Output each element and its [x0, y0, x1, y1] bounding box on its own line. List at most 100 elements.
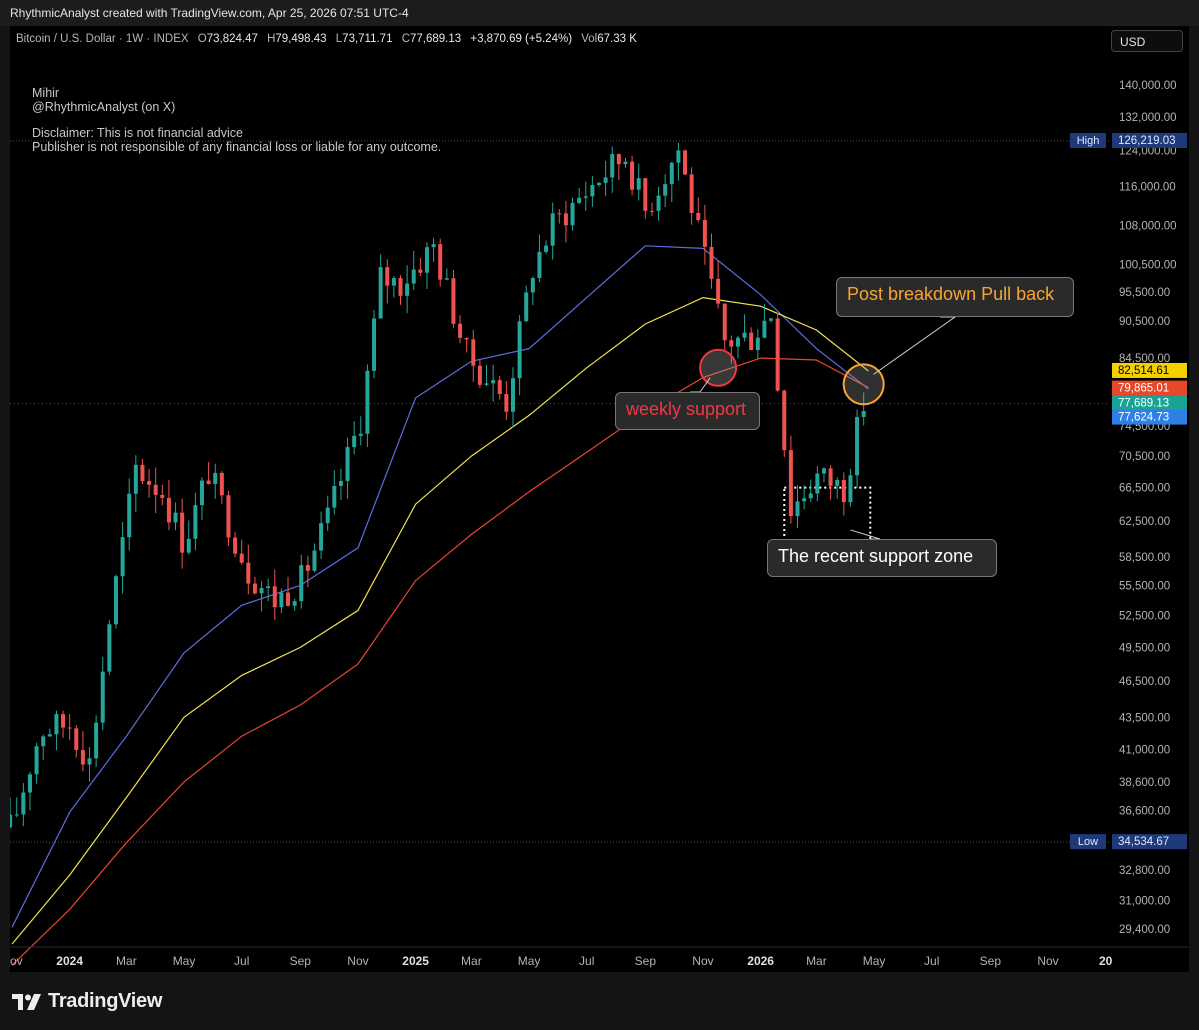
candle-body[interactable]	[199, 480, 204, 506]
candle-body[interactable]	[722, 303, 727, 341]
candle-body[interactable]	[782, 390, 787, 451]
candle-body[interactable]	[405, 283, 410, 296]
candle-body[interactable]	[338, 480, 343, 486]
candle-body[interactable]	[630, 161, 635, 190]
candle-body[interactable]	[855, 416, 860, 476]
candle-body[interactable]	[676, 150, 681, 163]
candle-body[interactable]	[709, 246, 714, 279]
tradingview-logo[interactable]: TradingView	[12, 990, 162, 1013]
candle-body[interactable]	[87, 758, 92, 765]
candle-body[interactable]	[332, 485, 337, 508]
candle-body[interactable]	[616, 154, 621, 165]
candle-body[interactable]	[683, 150, 688, 175]
candle-body[interactable]	[193, 505, 198, 539]
candle-body[interactable]	[61, 714, 66, 728]
candle-body[interactable]	[623, 161, 628, 165]
candle-body[interactable]	[113, 576, 118, 625]
candle-body[interactable]	[127, 493, 132, 538]
candle-body[interactable]	[563, 213, 568, 226]
candle-body[interactable]	[391, 278, 396, 286]
candle-body[interactable]	[120, 537, 125, 577]
candle-body[interactable]	[544, 245, 549, 252]
candle-body[interactable]	[808, 493, 813, 499]
candle-body[interactable]	[67, 727, 72, 729]
candle-body[interactable]	[173, 512, 178, 523]
currency-button[interactable]: USD	[1111, 30, 1183, 52]
candle-body[interactable]	[80, 749, 85, 765]
candle-body[interactable]	[378, 267, 383, 319]
candle-body[interactable]	[418, 269, 423, 273]
candle-body[interactable]	[365, 370, 370, 434]
candle-body[interactable]	[597, 182, 602, 186]
candle-body[interactable]	[74, 728, 79, 750]
candle-body[interactable]	[663, 184, 668, 196]
candle-body[interactable]	[451, 278, 456, 324]
candle-body[interactable]	[180, 512, 185, 553]
candle-body[interactable]	[10, 814, 13, 828]
candle-body[interactable]	[358, 433, 363, 436]
candle-body[interactable]	[749, 332, 754, 351]
candle-body[interactable]	[424, 247, 429, 273]
candle-body[interactable]	[656, 195, 661, 211]
candle-body[interactable]	[14, 814, 19, 816]
candle-body[interactable]	[372, 318, 377, 371]
candle-body[interactable]	[107, 624, 112, 672]
candle-body[interactable]	[54, 714, 59, 735]
candle-body[interactable]	[133, 464, 138, 494]
candle-body[interactable]	[689, 174, 694, 213]
candle-body[interactable]	[444, 278, 449, 280]
candle-body[interactable]	[610, 154, 615, 178]
candle-body[interactable]	[762, 320, 767, 338]
candle-body[interactable]	[166, 497, 171, 523]
candle-body[interactable]	[239, 553, 244, 563]
candle-body[interactable]	[352, 435, 357, 448]
candle-body[interactable]	[497, 380, 502, 395]
candle-body[interactable]	[398, 278, 403, 296]
candle-body[interactable]	[841, 480, 846, 503]
candle-body[interactable]	[325, 507, 330, 524]
candle-body[interactable]	[286, 592, 291, 606]
candle-body[interactable]	[438, 244, 443, 280]
candle-body[interactable]	[292, 601, 297, 606]
candle-body[interactable]	[815, 473, 820, 494]
candle-body[interactable]	[669, 162, 674, 185]
candle-body[interactable]	[100, 671, 105, 723]
candle-body[interactable]	[537, 251, 542, 279]
candle-body[interactable]	[47, 734, 52, 737]
candle-body[interactable]	[649, 210, 654, 212]
candle-body[interactable]	[570, 202, 575, 226]
candle-body[interactable]	[577, 197, 582, 203]
candle-body[interactable]	[735, 337, 740, 347]
candle-body[interactable]	[153, 484, 158, 495]
candle-body[interactable]	[219, 472, 224, 496]
candle-body[interactable]	[252, 583, 257, 594]
candle-body[interactable]	[345, 447, 350, 481]
candle-body[interactable]	[458, 323, 463, 338]
candle-body[interactable]	[716, 278, 721, 304]
candle-body[interactable]	[266, 586, 271, 589]
candle-body[interactable]	[636, 178, 641, 190]
chart-svg[interactable]: 140,000.00 132,000.00 124,000.00 116,000.00…	[10, 26, 1189, 972]
candle-body[interactable]	[550, 213, 555, 246]
candle-body[interactable]	[510, 378, 515, 412]
candle-body[interactable]	[524, 292, 529, 322]
candle-body[interactable]	[21, 792, 26, 815]
candle-body[interactable]	[385, 267, 390, 286]
candle-body[interactable]	[835, 480, 840, 486]
candle-body[interactable]	[590, 185, 595, 197]
candle-body[interactable]	[696, 212, 701, 220]
candle-body[interactable]	[755, 337, 760, 351]
candle-body[interactable]	[233, 537, 238, 554]
candle-body[interactable]	[583, 196, 588, 198]
candle-body[interactable]	[147, 481, 152, 485]
weekly-support-annotation[interactable]: weekly support	[615, 392, 760, 430]
candle-body[interactable]	[821, 468, 826, 474]
candle-body[interactable]	[213, 472, 218, 485]
candle-body[interactable]	[802, 498, 807, 502]
candle-body[interactable]	[795, 501, 800, 517]
chart-area[interactable]: 140,000.00 132,000.00 124,000.00 116,000.00…	[10, 26, 1189, 972]
candle-body[interactable]	[279, 592, 284, 608]
candle-body[interactable]	[702, 219, 707, 247]
candle-body[interactable]	[41, 736, 46, 747]
candle-body[interactable]	[603, 177, 608, 183]
